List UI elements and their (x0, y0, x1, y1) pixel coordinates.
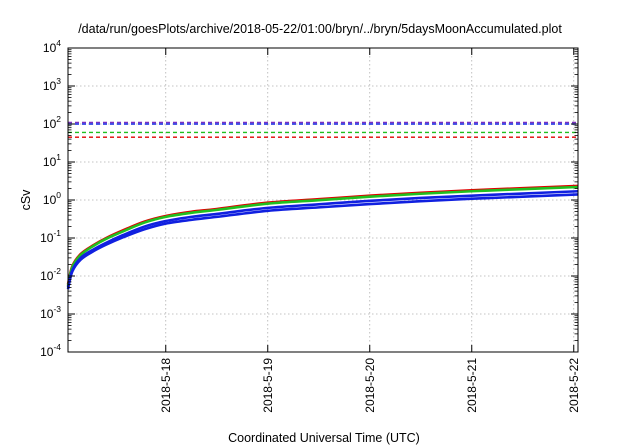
chart-title: /data/run/goesPlots/archive/2018-05-22/0… (78, 22, 562, 36)
x-tick-label: 2018-5-20 (363, 358, 377, 413)
series-line (66, 193, 579, 290)
y-tick-label: 103 (43, 76, 61, 93)
x-tick-label: 2018-5-21 (465, 358, 479, 413)
x-tick-labels: 2018-5-18 2018-5-19 2018-5-20 2018-5-21 2018… (159, 358, 581, 413)
y-tick-label: 101 (43, 152, 61, 169)
ticks (68, 47, 578, 353)
x-tick-label: 2018-5-18 (159, 358, 173, 413)
y-tick-labels: 10-4 10-3 10-2 10-1 100 101 102 103 104 (40, 38, 61, 359)
x-tick-label: 2018-5-19 (261, 358, 275, 413)
reference-lines (68, 121, 578, 138)
y-tick-label: 102 (43, 114, 61, 131)
series-line (66, 189, 579, 288)
y-axis-label: cSv (19, 189, 33, 211)
y-tick-label: 10-2 (40, 266, 61, 283)
y-tick-label: 10-3 (40, 304, 61, 321)
y-tick-label: 104 (43, 38, 61, 55)
y-tick-label: 10-4 (40, 342, 61, 359)
y-tick-label: 100 (43, 190, 61, 207)
y-tick-label: 10-1 (40, 228, 61, 245)
series-line (66, 185, 579, 287)
series-lines (66, 184, 579, 290)
x-tick-label: 2018-5-22 (567, 358, 581, 413)
x-axis-label: Coordinated Universal Time (UTC) (228, 431, 420, 445)
